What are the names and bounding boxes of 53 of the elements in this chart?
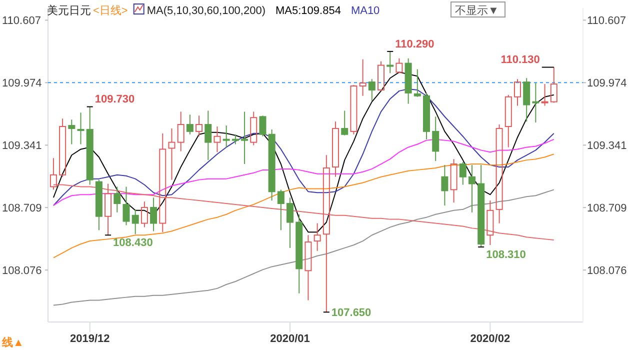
candlestick	[332, 121, 340, 178]
candlestick	[486, 200, 494, 246]
y-tick-label: 108.709	[2, 202, 42, 215]
annotation: 108.310	[486, 248, 526, 261]
candlestick	[204, 110, 212, 161]
chart-subtitle: <日线>	[93, 4, 128, 17]
y-tick-label: 109.974	[2, 78, 42, 90]
candlestick	[104, 183, 112, 236]
candlestick	[196, 115, 203, 137]
y2-tick-label: 110.607	[587, 15, 626, 28]
annotation: 110.130	[500, 54, 540, 66]
candlestick	[241, 111, 248, 165]
annotation: 110.290	[395, 38, 434, 50]
candlestick	[432, 116, 440, 162]
candlestick	[296, 214, 303, 294]
y-tick-label: 110.607	[2, 15, 41, 28]
candlestick	[450, 158, 458, 204]
y2-tick-label: 108.076	[587, 265, 627, 278]
annotation: 108.430	[113, 237, 153, 250]
line-series	[52, 88, 554, 206]
text: 线▲	[1, 336, 24, 349]
annotation: 不显示▼	[455, 5, 499, 17]
line-series	[52, 189, 554, 306]
y2-tick-label: 109.341	[587, 140, 627, 152]
candlestick	[214, 126, 221, 153]
candlestick	[168, 128, 176, 180]
candlestick	[359, 58, 366, 96]
x-tick-label: 2020/02	[470, 333, 510, 345]
line-series	[52, 154, 554, 258]
candlestick	[114, 186, 121, 213]
candlestick	[314, 222, 321, 252]
candlestick	[268, 128, 276, 202]
candlestick	[132, 208, 139, 235]
chart-title: 美元日元	[47, 4, 91, 17]
x-tick-label: 2019/12	[70, 333, 110, 345]
candlestick	[441, 164, 448, 206]
candlestick	[286, 197, 294, 248]
candlestick	[532, 82, 540, 124]
y2-tick-label: 108.709	[587, 202, 627, 215]
legend-title: MA(5,10,30,60,100,200)	[146, 5, 266, 17]
candlestick	[304, 234, 312, 301]
candlestick	[468, 164, 476, 213]
x-tick-label: 2020/01	[270, 333, 310, 345]
y-tick-label: 109.341	[2, 140, 42, 152]
y2-tick-label: 109.974	[587, 78, 627, 90]
y-tick-label: 108.076	[2, 265, 42, 278]
annotation: 109.730	[94, 94, 135, 106]
text: MA5:109.854	[276, 5, 341, 17]
annotation: 107.650	[331, 307, 372, 320]
candlestick	[68, 119, 76, 145]
candlestick	[404, 58, 412, 104]
candlestick	[77, 112, 84, 145]
text: MA10	[350, 5, 380, 17]
